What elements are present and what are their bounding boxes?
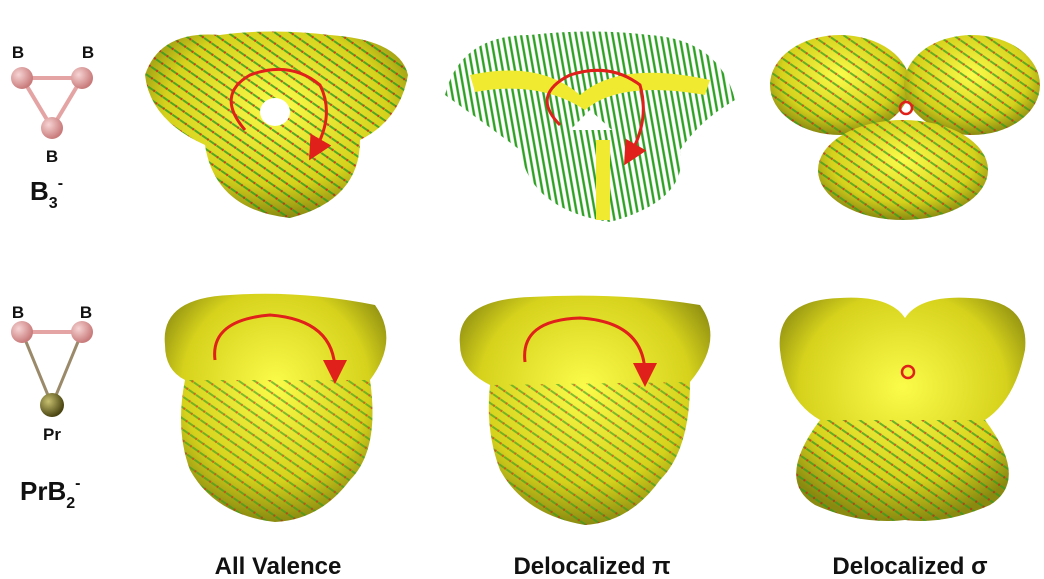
figure: B B B B3- B B Pr PrB2- xyxy=(0,0,1044,579)
formula-sup: - xyxy=(75,475,80,492)
formula: B3- xyxy=(30,175,63,212)
formula-sub: 2 xyxy=(66,495,75,512)
panel-b3-pi xyxy=(445,32,735,223)
panel-prb2-sigma xyxy=(780,298,1026,521)
column-label: All Valence xyxy=(215,553,342,579)
formula-base: B xyxy=(30,176,49,206)
formula: PrB2- xyxy=(20,475,80,512)
panel-b3-all-valence xyxy=(145,32,408,219)
panel-b3-sigma xyxy=(770,35,1040,220)
atom-label: B xyxy=(80,303,92,322)
atom-label: B xyxy=(12,303,24,322)
molecule-prb2: B B Pr PrB2- xyxy=(11,303,93,512)
column-label: Delocalized π xyxy=(513,553,670,579)
atom-label: Pr xyxy=(43,425,61,444)
formula-base: PrB xyxy=(20,476,66,506)
atom-label: B xyxy=(46,147,58,166)
atom-label: B xyxy=(12,43,24,62)
formula-sup: - xyxy=(58,175,63,192)
panel-prb2-pi xyxy=(460,296,711,525)
molecule-b3: B B B B3- xyxy=(11,43,94,212)
formula-sub: 3 xyxy=(49,195,58,212)
atom-label: B xyxy=(82,43,94,62)
panel-prb2-all-valence xyxy=(165,294,387,522)
column-label: Delocalized σ xyxy=(832,553,987,579)
